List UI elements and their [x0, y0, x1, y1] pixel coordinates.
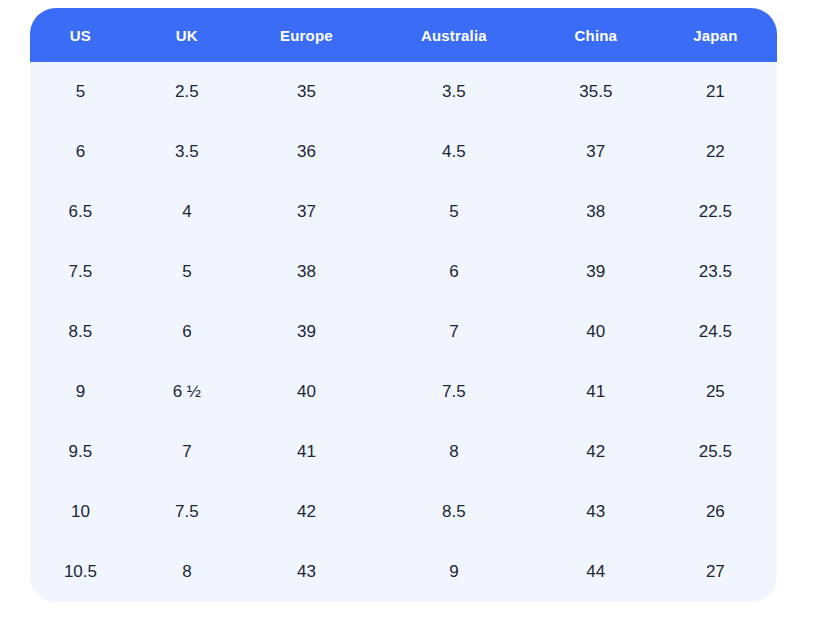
table-cell: 10: [30, 482, 131, 542]
column-header-europe: Europe: [243, 8, 370, 62]
size-conversion-table: USUKEuropeAustraliaChinaJapan 52.5353.53…: [30, 8, 777, 602]
table-cell: 42: [243, 482, 370, 542]
table-cell: 7.5: [30, 242, 131, 302]
column-header-japan: Japan: [654, 8, 777, 62]
table-body: 52.5353.535.52163.5364.537226.543753822.…: [30, 62, 777, 602]
table-cell: 7: [131, 422, 243, 482]
table-row: 10.584394427: [30, 542, 777, 602]
table-cell: 23.5: [654, 242, 777, 302]
page: USUKEuropeAustraliaChinaJapan 52.5353.53…: [0, 0, 828, 619]
table-cell: 39: [243, 302, 370, 362]
table-row: 9.574184225.5: [30, 422, 777, 482]
table-cell: 6: [131, 302, 243, 362]
table-cell: 5: [131, 242, 243, 302]
table-cell: 2.5: [131, 62, 243, 122]
table-cell: 8: [131, 542, 243, 602]
table-cell: 9: [30, 362, 131, 422]
table-cell: 36: [243, 122, 370, 182]
table-cell: 3.5: [131, 122, 243, 182]
table-cell: 9.5: [30, 422, 131, 482]
table-row: 7.553863923.5: [30, 242, 777, 302]
table-row: 63.5364.53722: [30, 122, 777, 182]
table-cell: 6 ½: [131, 362, 243, 422]
table-row: 8.563974024.5: [30, 302, 777, 362]
table-cell: 44: [538, 542, 654, 602]
table-cell: 4: [131, 182, 243, 242]
table-cell: 22: [654, 122, 777, 182]
table-cell: 39: [538, 242, 654, 302]
table-cell: 43: [538, 482, 654, 542]
table-row: 6.543753822.5: [30, 182, 777, 242]
table-cell: 8: [370, 422, 538, 482]
column-header-us: US: [30, 8, 131, 62]
table-cell: 26: [654, 482, 777, 542]
table-cell: 10.5: [30, 542, 131, 602]
table-cell: 4.5: [370, 122, 538, 182]
table-cell: 37: [243, 182, 370, 242]
table-cell: 3.5: [370, 62, 538, 122]
table-cell: 6.5: [30, 182, 131, 242]
table-cell: 7: [370, 302, 538, 362]
table-cell: 40: [243, 362, 370, 422]
table-cell: 27: [654, 542, 777, 602]
table-cell: 38: [243, 242, 370, 302]
table-header: USUKEuropeAustraliaChinaJapan: [30, 8, 777, 62]
table-cell: 41: [538, 362, 654, 422]
table-cell: 8.5: [30, 302, 131, 362]
table-cell: 24.5: [654, 302, 777, 362]
table-cell: 7.5: [370, 362, 538, 422]
table-row: 52.5353.535.521: [30, 62, 777, 122]
table-cell: 42: [538, 422, 654, 482]
table-cell: 40: [538, 302, 654, 362]
table-cell: 7.5: [131, 482, 243, 542]
header-row: USUKEuropeAustraliaChinaJapan: [30, 8, 777, 62]
table-cell: 35.5: [538, 62, 654, 122]
table-cell: 5: [30, 62, 131, 122]
table-row: 96 ½407.54125: [30, 362, 777, 422]
table-cell: 6: [30, 122, 131, 182]
table-cell: 41: [243, 422, 370, 482]
table-row: 107.5428.54326: [30, 482, 777, 542]
table-cell: 21: [654, 62, 777, 122]
table-cell: 25.5: [654, 422, 777, 482]
table-cell: 8.5: [370, 482, 538, 542]
table-cell: 9: [370, 542, 538, 602]
table-cell: 6: [370, 242, 538, 302]
table-cell: 35: [243, 62, 370, 122]
column-header-uk: UK: [131, 8, 243, 62]
table-cell: 22.5: [654, 182, 777, 242]
column-header-australia: Australia: [370, 8, 538, 62]
table-cell: 37: [538, 122, 654, 182]
table-cell: 5: [370, 182, 538, 242]
table-cell: 25: [654, 362, 777, 422]
column-header-china: China: [538, 8, 654, 62]
size-conversion-table-card: USUKEuropeAustraliaChinaJapan 52.5353.53…: [30, 8, 777, 602]
table-cell: 43: [243, 542, 370, 602]
table-cell: 38: [538, 182, 654, 242]
